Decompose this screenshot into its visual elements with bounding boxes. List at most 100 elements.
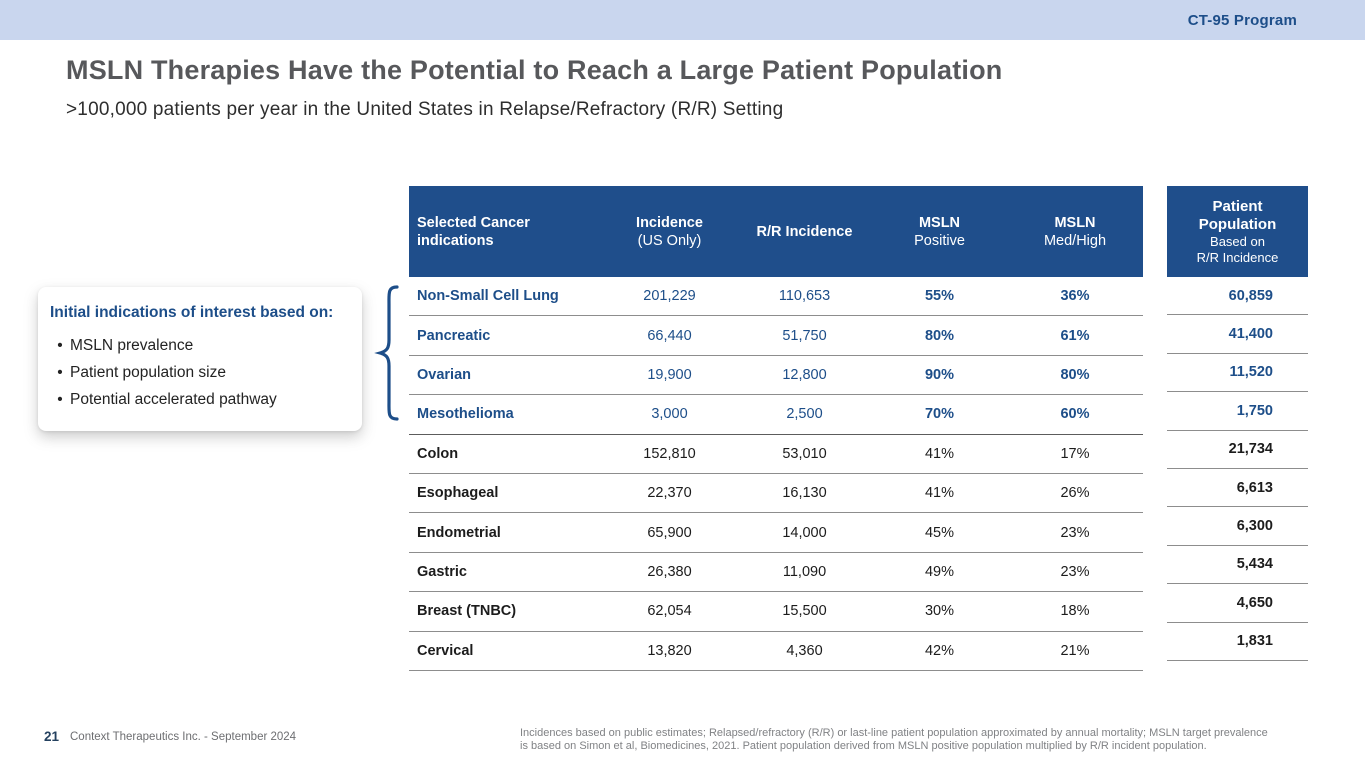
msln-medhigh-cell: 80% xyxy=(1060,366,1090,383)
table-row: Breast (TNBC) 62,054 15,500 30% 18% xyxy=(409,592,1143,632)
patient-population-cell: 41,400 xyxy=(1167,315,1308,354)
msln-medhigh-cell: 18% xyxy=(1060,603,1090,620)
table-row: Endometrial 65,900 14,000 45% 23% xyxy=(409,513,1143,553)
indication-cell: Non-Small Cell Lung xyxy=(417,288,559,305)
patient-population-cell: 1,750 xyxy=(1167,392,1308,431)
incidence-cell: 62,054 xyxy=(647,603,692,620)
table-row: Ovarian 19,900 12,800 90% 80% xyxy=(409,356,1143,396)
table-row: Pancreatic 66,440 51,750 80% 61% xyxy=(409,316,1143,356)
msln-positive-cell: 90% xyxy=(924,366,955,383)
footnote-line: is based on Simon et al, Biomedicines, 2… xyxy=(520,739,1207,752)
rr-incidence-cell: 110,653 xyxy=(778,288,831,305)
msln-medhigh-cell: 36% xyxy=(1060,288,1090,305)
column-header-rr-incidence: R/R Incidence xyxy=(756,223,853,240)
indication-cell: Esophageal xyxy=(417,485,499,502)
msln-medhigh-cell: 26% xyxy=(1060,485,1090,502)
column-header-incidence: Incidence (US Only) xyxy=(636,214,703,249)
incidence-cell: 22,370 xyxy=(647,485,692,502)
callout-bullet-label: MSLN prevalence xyxy=(70,336,194,354)
msln-medhigh-cell: 60% xyxy=(1060,406,1090,423)
msln-medhigh-cell: 21% xyxy=(1060,642,1090,659)
program-badge: CT-95 Program xyxy=(1187,12,1297,29)
msln-positive-cell: 41% xyxy=(924,485,955,502)
incidence-cell: 19,900 xyxy=(647,366,692,383)
rr-incidence-cell: 16,130 xyxy=(782,485,827,502)
msln-positive-cell: 70% xyxy=(924,406,955,423)
callout-bullet: • MSLN prevalence xyxy=(50,332,350,359)
callout-bullet-label: Potential accelerated pathway xyxy=(70,390,277,408)
table-row: Cervical 13,820 4,360 42% 21% xyxy=(409,632,1143,671)
patient-population-cell: 11,520 xyxy=(1167,354,1308,393)
incidence-cell: 66,440 xyxy=(647,327,692,344)
patient-population-cell: 21,734 xyxy=(1167,431,1308,469)
msln-medhigh-cell: 61% xyxy=(1060,327,1090,344)
incidence-cell: 3,000 xyxy=(651,406,688,423)
rr-incidence-cell: 12,800 xyxy=(782,366,827,383)
indication-cell: Cervical xyxy=(417,642,474,659)
rr-incidence-cell: 4,360 xyxy=(786,642,823,659)
incidence-cell: 26,380 xyxy=(647,563,692,580)
curly-brace-icon xyxy=(373,283,403,428)
callout-card: Initial indications of interest based on… xyxy=(38,287,362,431)
table-row: Esophageal 22,370 16,130 41% 26% xyxy=(409,474,1143,514)
indications-table: Selected Cancer indications Incidence (US… xyxy=(409,186,1143,671)
msln-medhigh-cell: 17% xyxy=(1060,445,1090,462)
table-row: Mesothelioma 3,000 2,500 70% 60% xyxy=(409,395,1143,435)
incidence-cell: 13,820 xyxy=(647,642,692,659)
rr-incidence-cell: 53,010 xyxy=(782,445,827,462)
rr-incidence-cell: 14,000 xyxy=(782,524,827,541)
msln-medhigh-cell: 23% xyxy=(1060,563,1090,580)
callout-bullet: • Potential accelerated pathway xyxy=(50,386,350,413)
indication-cell: Ovarian xyxy=(417,366,471,383)
incidence-cell: 152,810 xyxy=(643,445,696,462)
bullet-icon: • xyxy=(57,390,63,408)
indication-cell: Mesothelioma xyxy=(417,406,514,423)
msln-positive-cell: 55% xyxy=(924,288,955,305)
callout-list: • MSLN prevalence • Patient population siz… xyxy=(50,332,350,413)
patient-population-cell: 1,831 xyxy=(1167,623,1308,661)
incidence-cell: 65,900 xyxy=(647,524,692,541)
top-bar xyxy=(0,0,1365,40)
footnote-line: Incidences based on public estimates; Re… xyxy=(520,727,1268,739)
page-number: 21 xyxy=(44,729,60,744)
patient-population-cell: 6,300 xyxy=(1167,507,1308,546)
indication-cell: Breast (TNBC) xyxy=(417,603,517,620)
msln-positive-cell: 80% xyxy=(924,327,955,344)
table-header: Selected Cancer indications Incidence (US… xyxy=(409,186,1143,277)
bullet-icon: • xyxy=(57,336,63,354)
rr-incidence-cell: 2,500 xyxy=(786,406,823,423)
table-row: Gastric 26,380 11,090 49% 23% xyxy=(409,553,1143,593)
indication-cell: Pancreatic xyxy=(417,327,491,344)
bullet-icon: • xyxy=(57,363,63,381)
company-footer: Context Therapeutics Inc. - September 20… xyxy=(70,731,297,743)
incidence-cell: 201,229 xyxy=(643,288,696,305)
patient-population-header: Patient Population Based on R/R Incidenc… xyxy=(1167,186,1308,277)
patient-population-cell: 5,434 xyxy=(1167,546,1308,585)
indication-cell: Endometrial xyxy=(417,524,501,541)
msln-positive-cell: 30% xyxy=(924,603,955,620)
column-header-msln-positive: MSLN Positive xyxy=(914,214,965,249)
patient-population-cell: 60,859 xyxy=(1167,277,1308,316)
table-row: Non-Small Cell Lung 201,229 110,653 55% … xyxy=(409,277,1143,317)
slide-subtitle: >100,000 patients per year in the United… xyxy=(66,99,784,120)
indication-cell: Colon xyxy=(417,445,459,462)
footnote: Incidences based on public estimates; Re… xyxy=(520,727,1320,753)
patient-population-cell: 4,650 xyxy=(1167,584,1308,623)
rr-incidence-cell: 15,500 xyxy=(782,603,827,620)
slide-title: MSLN Therapies Have the Potential to Rea… xyxy=(66,55,1003,85)
table-row: Colon 152,810 53,010 41% 17% xyxy=(409,435,1143,474)
msln-positive-cell: 41% xyxy=(924,445,955,462)
callout-title: Initial indications of interest based on… xyxy=(50,304,334,321)
msln-medhigh-cell: 23% xyxy=(1060,524,1090,541)
callout-bullet: • Patient population size xyxy=(50,359,350,386)
msln-positive-cell: 49% xyxy=(924,563,955,580)
msln-positive-cell: 42% xyxy=(924,642,955,659)
msln-positive-cell: 45% xyxy=(924,524,955,541)
indication-cell: Gastric xyxy=(417,563,467,580)
rr-incidence-cell: 11,090 xyxy=(782,563,827,580)
callout-bullet-label: Patient population size xyxy=(70,363,226,381)
column-header-msln-medhigh: MSLN Med/High xyxy=(1043,214,1107,249)
column-header-indication: Selected Cancer indications xyxy=(417,214,530,249)
rr-incidence-cell: 51,750 xyxy=(782,327,827,344)
patient-population-column: Patient Population Based on R/R Incidenc… xyxy=(1167,186,1308,661)
